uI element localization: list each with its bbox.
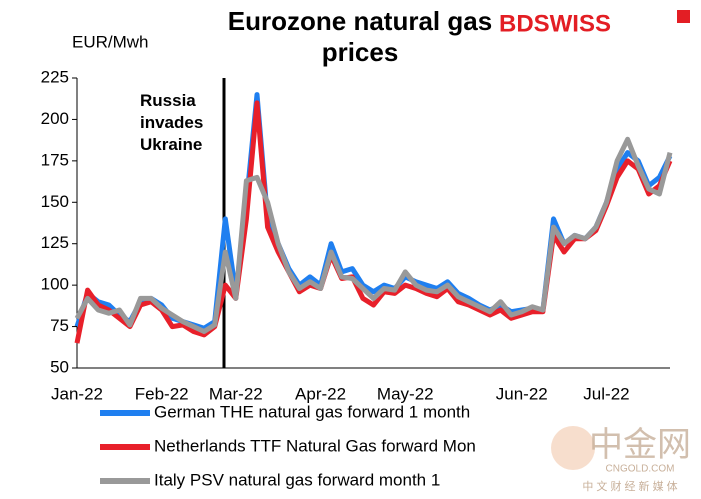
watermark: 中 文 财 经 新 媒 体 [582,479,677,493]
y-tick-label: 75 [50,316,69,335]
y-tick-label: 125 [41,233,69,252]
x-tick-label: Jun-22 [496,384,548,403]
y-tick-label: 200 [41,109,69,128]
x-tick-label: Feb-22 [135,384,189,403]
y-tick-label: 150 [41,192,69,211]
y-tick-label: 175 [41,150,69,169]
legend-label: German THE natural gas forward 1 month [154,402,470,421]
watermark-icon [551,426,595,470]
series-line [74,100,673,344]
x-tick-label: Jan-22 [51,384,103,403]
annotation: Russia invades Ukraine [140,91,204,154]
y-axis-label: EUR/Mwh [72,32,149,51]
x-tick-label: Mar-22 [209,384,263,403]
logo-icon [677,10,690,23]
legend-label: Italy PSV natural gas forward month 1 [154,470,440,489]
plot [74,92,673,344]
y-tick-label: 100 [41,275,69,294]
x-tick-label: Jul-22 [583,384,629,403]
y-tick-label: 225 [41,67,69,86]
watermark: CNGOLD.COM [606,464,675,475]
chart-title: Eurozone natural gas prices [227,6,493,67]
legend-label: Netherlands TTF Natural Gas forward Mon [154,436,476,455]
logo: BDSWISS [499,10,611,37]
y-tick-label: 50 [50,357,69,376]
x-tick-label: May-22 [377,384,434,403]
x-tick-label: Apr-22 [295,384,346,403]
series-line [74,136,673,334]
watermark: 中金网 [589,426,691,464]
